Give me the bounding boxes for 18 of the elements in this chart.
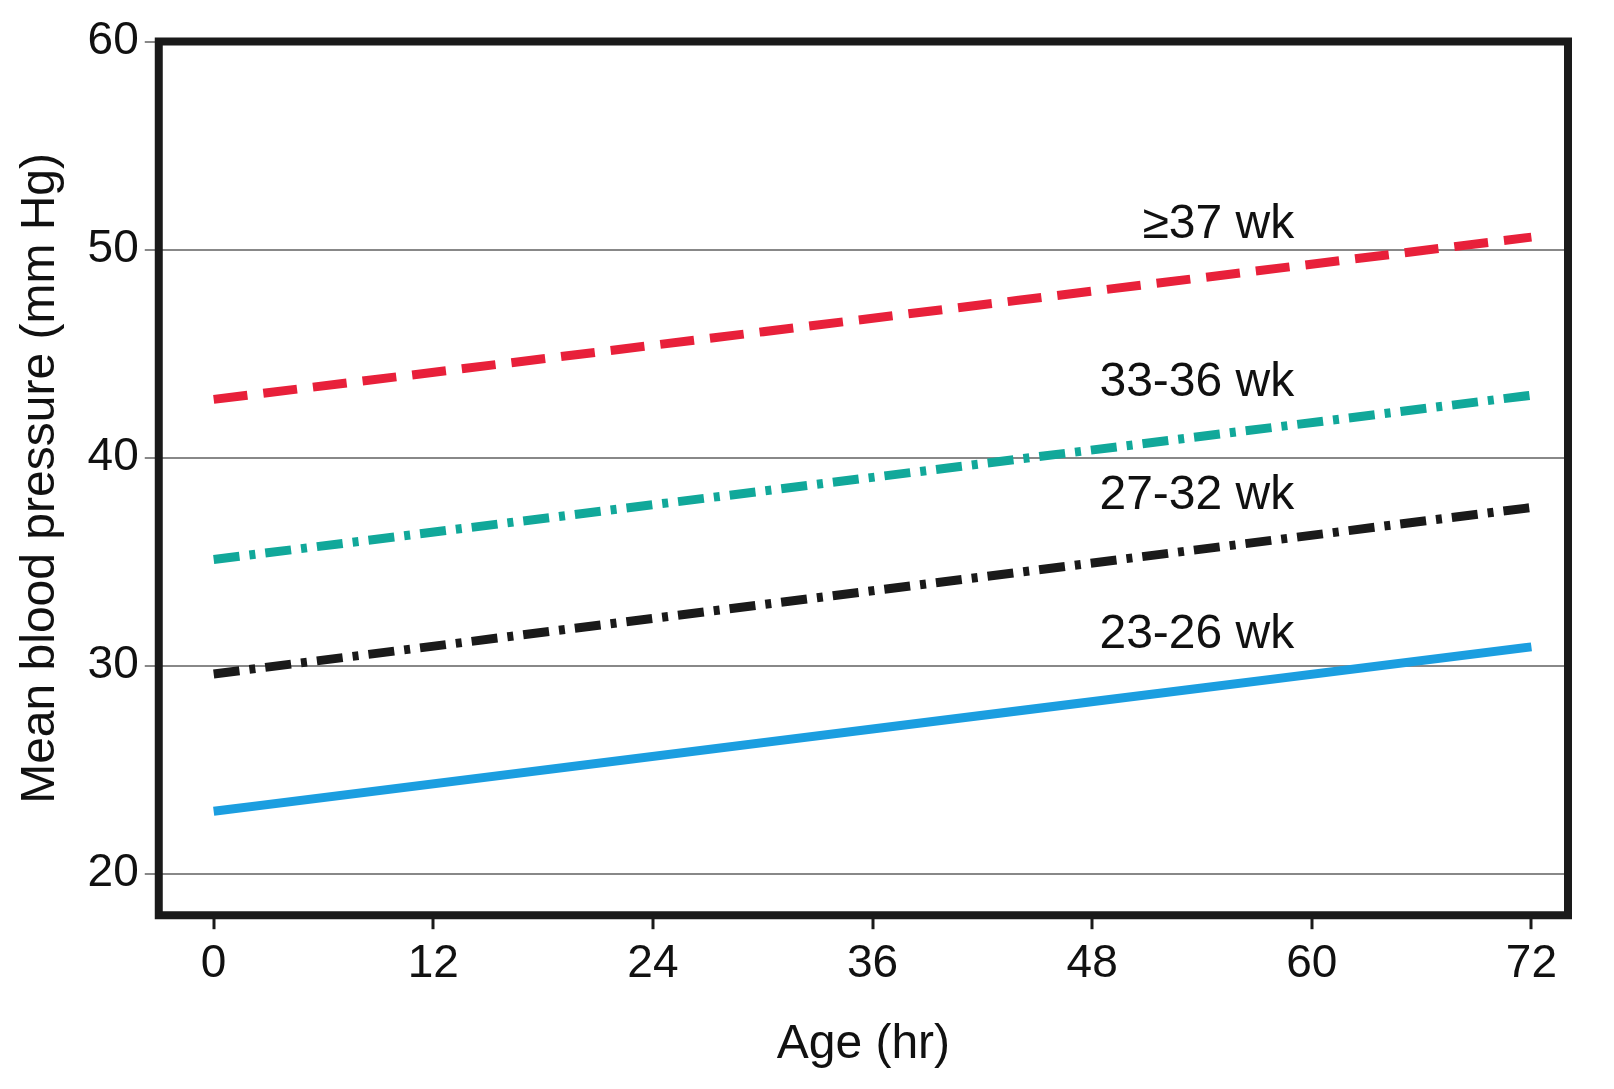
x-axis-title: Age (hr) bbox=[776, 1015, 951, 1069]
x-tick-label: 24 bbox=[627, 935, 679, 988]
series-label: 33-36 wk bbox=[1099, 353, 1296, 407]
x-tick-label: 60 bbox=[1286, 935, 1338, 988]
x-tick-label: 36 bbox=[846, 935, 899, 988]
series-label: 23-26 wk bbox=[1099, 604, 1296, 658]
x-tick-label: 48 bbox=[1066, 935, 1118, 988]
y-tick-label: 30 bbox=[87, 636, 139, 689]
x-tick-label: 0 bbox=[200, 935, 227, 988]
series-label: 27-32 wk bbox=[1099, 465, 1296, 519]
y-tick-label: 40 bbox=[87, 428, 139, 481]
x-tick-label: 12 bbox=[407, 935, 459, 988]
series-label: ≥37 wk bbox=[1142, 194, 1296, 248]
y-axis-title: Mean blood pressure (mm Hg) bbox=[11, 152, 65, 804]
x-tick-label: 72 bbox=[1505, 935, 1557, 988]
y-tick-label: 20 bbox=[87, 844, 139, 897]
y-tick-label: 60 bbox=[87, 12, 139, 65]
y-tick-label: 50 bbox=[87, 220, 139, 273]
